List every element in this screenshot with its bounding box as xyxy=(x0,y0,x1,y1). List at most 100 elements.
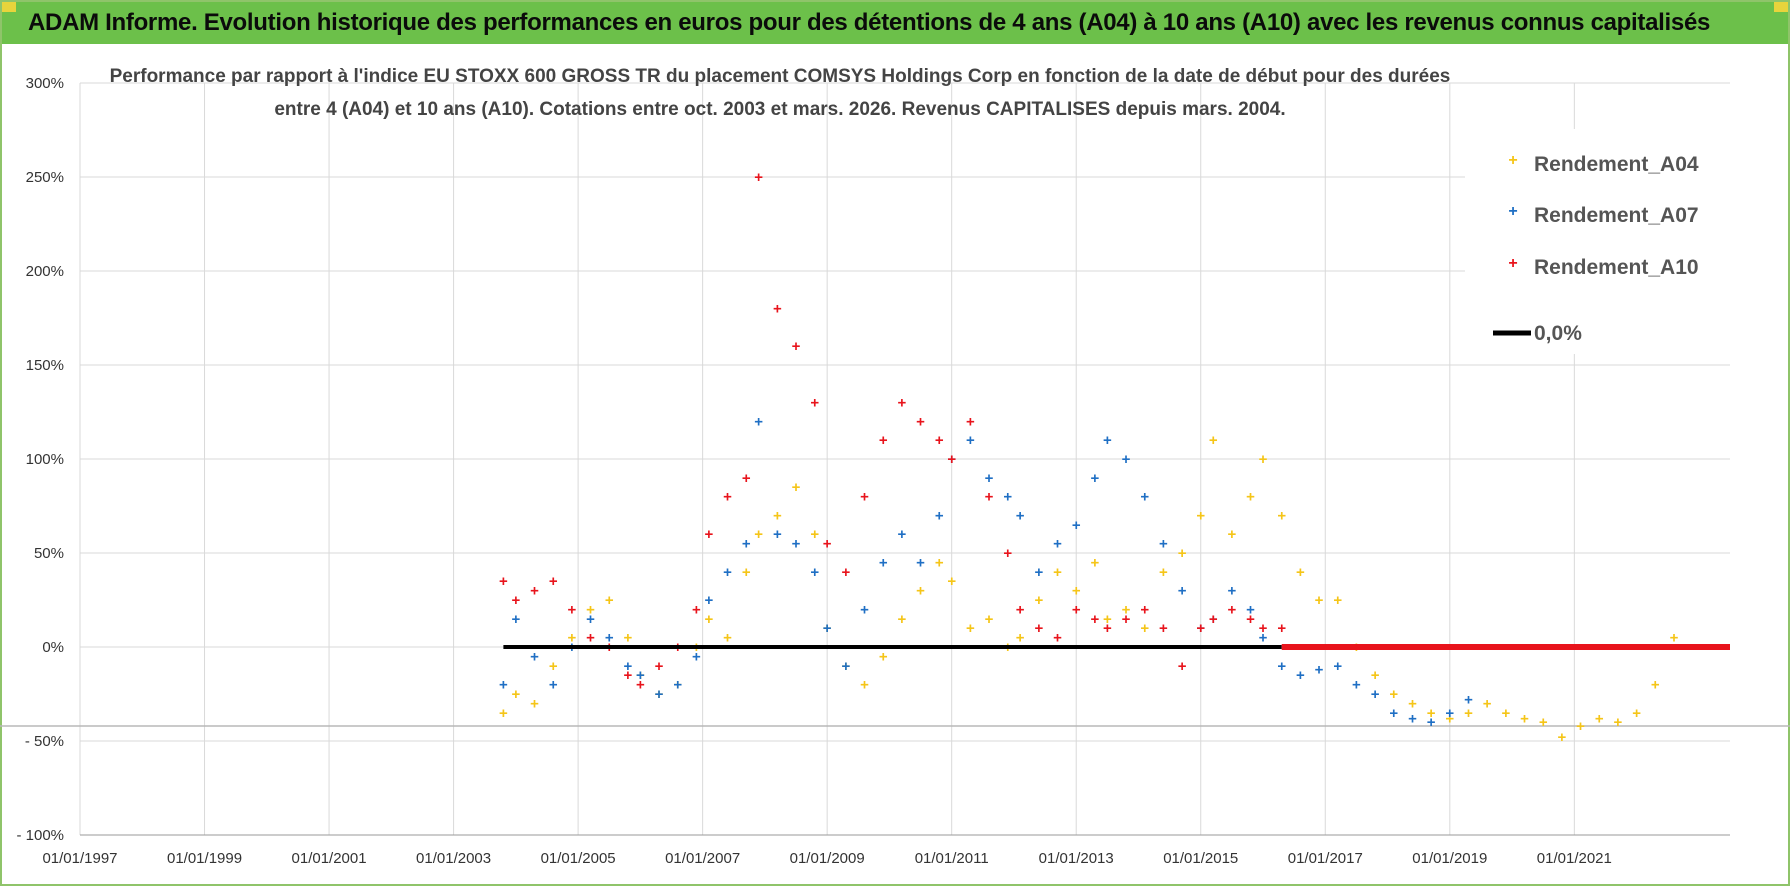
legend-label-a07: Rendement_A07 xyxy=(1534,204,1699,227)
data-point: + xyxy=(966,620,975,637)
data-point: + xyxy=(692,648,701,665)
data-point: + xyxy=(1315,662,1324,679)
data-point: + xyxy=(1003,489,1012,506)
data-point: + xyxy=(692,601,701,618)
data-point: + xyxy=(773,507,782,524)
data-point: + xyxy=(841,564,850,581)
data-point: + xyxy=(1427,705,1436,722)
data-point: + xyxy=(1371,667,1380,684)
data-point: + xyxy=(1651,677,1660,694)
plot-area: ++++++++++++++++++++++++++++++++++++++++… xyxy=(499,169,1679,746)
data-point: + xyxy=(1315,592,1324,609)
data-point: + xyxy=(860,601,869,618)
data-point: + xyxy=(823,536,832,553)
data-point: + xyxy=(704,592,713,609)
data-point: + xyxy=(1483,695,1492,712)
data-point: + xyxy=(499,573,508,590)
data-point: + xyxy=(1196,507,1205,524)
data-point: + xyxy=(1371,686,1380,703)
legend-marker-a04: + xyxy=(1508,152,1517,169)
data-point: + xyxy=(1670,630,1679,647)
y-tick-label: - 50% xyxy=(25,733,64,750)
data-point: + xyxy=(916,554,925,571)
data-point: + xyxy=(1140,489,1149,506)
data-point: + xyxy=(1140,601,1149,618)
data-point: + xyxy=(723,564,732,581)
data-point: + xyxy=(605,630,614,647)
data-point: + xyxy=(673,677,682,694)
series-Rendement_A04: ++++++++++++++++++++++++++++++++++++++++… xyxy=(499,432,1679,746)
data-point: + xyxy=(1259,630,1268,647)
data-point: + xyxy=(823,620,832,637)
data-point: + xyxy=(985,611,994,628)
data-point: + xyxy=(1246,601,1255,618)
data-point: + xyxy=(754,526,763,543)
data-point: + xyxy=(1464,705,1473,722)
data-point: + xyxy=(1091,470,1100,487)
data-point: + xyxy=(792,338,801,355)
data-point: + xyxy=(1103,620,1112,637)
x-tick-label: 01/01/2013 xyxy=(1039,850,1114,867)
data-point: + xyxy=(624,667,633,684)
data-point: + xyxy=(935,554,944,571)
data-point: + xyxy=(810,395,819,412)
y-tick-label: 0% xyxy=(42,639,64,656)
data-point: + xyxy=(1196,620,1205,637)
chart-title-line2: entre 4 (A04) et 10 ans (A10). Cotations… xyxy=(274,99,1285,120)
data-point: + xyxy=(916,413,925,430)
data-point: + xyxy=(723,489,732,506)
data-point: + xyxy=(1103,611,1112,628)
data-point: + xyxy=(1003,545,1012,562)
data-point: + xyxy=(1034,592,1043,609)
data-point: + xyxy=(1259,451,1268,468)
data-point: + xyxy=(511,592,520,609)
data-point: + xyxy=(1209,432,1218,449)
y-tick-label: 150% xyxy=(26,357,64,374)
data-point: + xyxy=(636,667,645,684)
data-point: + xyxy=(636,667,645,684)
data-point: + xyxy=(742,470,751,487)
data-point: + xyxy=(916,583,925,600)
data-point: + xyxy=(1352,677,1361,694)
data-point: + xyxy=(549,658,558,675)
data-point: + xyxy=(792,479,801,496)
x-tick-label: 01/01/2021 xyxy=(1537,850,1612,867)
x-tick-label: 01/01/2019 xyxy=(1412,850,1487,867)
data-point: + xyxy=(898,395,907,412)
data-point: + xyxy=(704,611,713,628)
data-point: + xyxy=(655,686,664,703)
data-point: + xyxy=(810,526,819,543)
data-point: + xyxy=(810,564,819,581)
data-point: + xyxy=(879,648,888,665)
data-point: + xyxy=(624,630,633,647)
data-point: + xyxy=(1228,583,1237,600)
legend-label-a10: Rendement_A10 xyxy=(1534,256,1699,279)
data-point: + xyxy=(1464,692,1473,709)
data-point: + xyxy=(1016,601,1025,618)
data-point: + xyxy=(841,658,850,675)
data-point: + xyxy=(1520,710,1529,727)
data-point: + xyxy=(605,592,614,609)
legend: + Rendement_A04 + Rendement_A07 + Rendem… xyxy=(1465,129,1730,354)
x-tick-label: 01/01/2003 xyxy=(416,850,491,867)
data-point: + xyxy=(568,630,577,647)
scatter-chart: 300% 250% 200% 150% 100% 50% 0% - 50% - 100% 01/… xyxy=(0,66,1790,867)
data-point: + xyxy=(549,573,558,590)
data-point: + xyxy=(1034,620,1043,637)
data-point: + xyxy=(1632,705,1641,722)
data-point: + xyxy=(860,677,869,694)
data-point: + xyxy=(1408,710,1417,727)
data-point: + xyxy=(1389,705,1398,722)
data-point: + xyxy=(1072,583,1081,600)
data-point: + xyxy=(985,470,994,487)
data-point: + xyxy=(1614,714,1623,731)
data-point: + xyxy=(1072,517,1081,534)
data-point: + xyxy=(1427,714,1436,731)
data-point: + xyxy=(1196,620,1205,637)
data-point: + xyxy=(1277,507,1286,524)
x-tick-label: 01/01/1997 xyxy=(42,850,117,867)
legend-label-a04: Rendement_A04 xyxy=(1534,153,1699,176)
chart-title-line1: Performance par rapport à l'indice EU ST… xyxy=(110,66,1451,87)
data-point: + xyxy=(935,432,944,449)
data-point: + xyxy=(1408,695,1417,712)
